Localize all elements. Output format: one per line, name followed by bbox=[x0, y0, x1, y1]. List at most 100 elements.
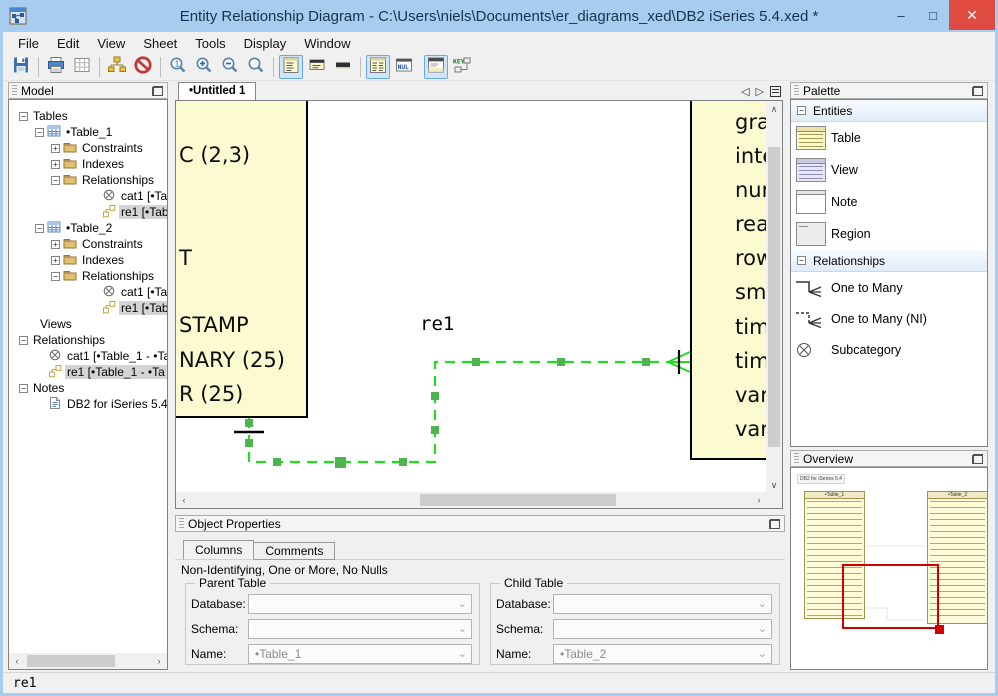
menu-window[interactable]: Window bbox=[304, 35, 351, 51]
tree-item-cat1-table-1-ta[interactable]: cat1 [•Table_1 - •Ta bbox=[9, 348, 167, 364]
parent-database-combo[interactable]: ⌄ bbox=[248, 594, 472, 614]
tab-comments[interactable]: Comments bbox=[254, 542, 336, 560]
float-panel-icon[interactable] bbox=[972, 86, 983, 96]
expand-icon[interactable]: + bbox=[51, 159, 60, 169]
tree-item-relationships[interactable]: − Relationships bbox=[9, 268, 167, 284]
child-schema-combo[interactable]: ⌄ bbox=[553, 619, 772, 639]
collapse-icon[interactable]: − bbox=[51, 175, 60, 185]
minimap-viewport-handle[interactable] bbox=[935, 625, 944, 634]
menu-display[interactable]: Display bbox=[243, 35, 287, 51]
view-full-button[interactable] bbox=[279, 55, 303, 79]
collapse-icon[interactable]: − bbox=[35, 127, 44, 137]
menu-file[interactable]: File bbox=[18, 35, 39, 51]
expand-icon[interactable]: + bbox=[51, 239, 60, 249]
palette-item-view[interactable]: View bbox=[791, 154, 987, 186]
child-name-combo[interactable]: •Table_2 ⌄ bbox=[553, 644, 772, 664]
tree-item-views[interactable]: Views bbox=[9, 316, 167, 332]
tree-item-re1-table-1-ta[interactable]: re1 [•Table_1 - •Ta bbox=[9, 364, 167, 380]
scroll-up-icon[interactable]: ∧ bbox=[770, 104, 778, 114]
zoom-button[interactable] bbox=[244, 55, 268, 79]
zoom-in-button[interactable] bbox=[192, 55, 216, 79]
panel-grip[interactable] bbox=[179, 518, 184, 529]
panel-grip[interactable] bbox=[12, 85, 17, 96]
menu-tools[interactable]: Tools bbox=[195, 35, 226, 51]
tab-list-icon[interactable] bbox=[770, 86, 781, 97]
tree-item-re1-table[interactable]: re1 [•Table bbox=[9, 300, 167, 316]
tree-hscroll-thumb[interactable] bbox=[27, 655, 115, 667]
scroll-left-icon[interactable]: ‹ bbox=[15, 656, 19, 666]
scroll-down-icon[interactable]: ∨ bbox=[770, 480, 778, 490]
collapse-icon[interactable]: − bbox=[19, 383, 28, 393]
scroll-right-icon[interactable]: › bbox=[757, 495, 761, 505]
tree-item-indexes[interactable]: + Indexes bbox=[9, 252, 167, 268]
palette-item-subcategory[interactable]: Subcategory bbox=[791, 334, 987, 365]
view-compact-button[interactable] bbox=[331, 55, 355, 79]
tab-columns[interactable]: Columns bbox=[183, 540, 255, 560]
tree-item-re1-table[interactable]: re1 [•Table bbox=[9, 204, 167, 220]
view-keys-button[interactable] bbox=[305, 55, 329, 79]
collapse-icon[interactable]: − bbox=[51, 271, 60, 281]
maximize-button[interactable]: □ bbox=[917, 0, 949, 30]
palette-item-region[interactable]: Region bbox=[791, 218, 987, 250]
tab-forward-icon[interactable]: ▷ bbox=[755, 86, 764, 98]
expand-icon[interactable]: + bbox=[51, 143, 60, 153]
menu-view[interactable]: View bbox=[97, 35, 126, 51]
palette-item-one-to-many[interactable]: One to Many bbox=[791, 272, 987, 303]
tree-item-db2-for-iseries-5-4[interactable]: DB2 for iSeries 5.4 bbox=[9, 396, 167, 412]
menu-sheet[interactable]: Sheet bbox=[143, 35, 178, 51]
palette-item-note[interactable]: Note bbox=[791, 186, 987, 218]
minimize-button[interactable]: – bbox=[885, 0, 917, 30]
er-table-1[interactable] bbox=[176, 101, 308, 418]
tab-untitled-1[interactable]: •Untitled 1 bbox=[178, 82, 257, 100]
tree-item-indexes[interactable]: + Indexes bbox=[9, 156, 167, 172]
print-button[interactable] bbox=[44, 55, 68, 79]
palette-item-one-to-many-ni-[interactable]: One to Many (NI) bbox=[791, 303, 987, 334]
palette-item-table[interactable]: Table bbox=[791, 122, 987, 154]
overview-minimap[interactable]: DB2 for iSeries 5.4 •Table_1 •Table_2 bbox=[790, 467, 988, 670]
panel-grip[interactable] bbox=[794, 453, 799, 464]
panel-grip[interactable] bbox=[794, 85, 799, 96]
show-null-button[interactable]: NUL bbox=[392, 55, 416, 79]
canvas-hscrollbar[interactable]: ‹ › bbox=[176, 492, 767, 508]
tree-item-constraints[interactable]: + Constraints bbox=[9, 140, 167, 156]
parent-schema-combo[interactable]: ⌄ bbox=[248, 619, 472, 639]
collapse-icon[interactable]: − bbox=[797, 106, 806, 115]
scroll-left-icon[interactable]: ‹ bbox=[182, 495, 186, 505]
tree-hscrollbar[interactable]: ‹ › bbox=[9, 653, 167, 669]
diagram-canvas[interactable]: C (2,3) T STAMP NARY (25) R (25) gra inte nur re… bbox=[175, 100, 783, 509]
collapse-icon[interactable]: − bbox=[19, 335, 28, 345]
canvas-vscrollbar[interactable]: ∧ ∨ bbox=[766, 101, 782, 493]
auto-layout-button[interactable] bbox=[105, 55, 129, 79]
float-panel-icon[interactable] bbox=[152, 86, 163, 96]
collapse-icon[interactable]: − bbox=[35, 223, 44, 233]
save-button[interactable] bbox=[9, 55, 33, 79]
tree-item--table-2[interactable]: − •Table_2 bbox=[9, 220, 167, 236]
tree-item--table-1[interactable]: − •Table_1 bbox=[9, 124, 167, 140]
close-button[interactable]: ✕ bbox=[949, 0, 995, 30]
float-panel-icon[interactable] bbox=[972, 454, 983, 464]
child-database-combo[interactable]: ⌄ bbox=[553, 594, 772, 614]
tree-item-cat1-table[interactable]: cat1 [•Table bbox=[9, 188, 167, 204]
minimap-viewport[interactable] bbox=[842, 564, 939, 629]
tree-item-notes[interactable]: − Notes bbox=[9, 380, 167, 396]
collapse-icon[interactable]: − bbox=[19, 111, 28, 121]
tab-back-icon[interactable]: ◁ bbox=[741, 86, 750, 98]
foreign-key-button[interactable]: KEY bbox=[450, 55, 474, 79]
canvas-hscroll-thumb[interactable] bbox=[420, 494, 616, 506]
tree-item-relationships[interactable]: − Relationships bbox=[9, 172, 167, 188]
collapse-icon[interactable]: − bbox=[797, 256, 806, 265]
zoom-out-button[interactable] bbox=[218, 55, 242, 79]
show-window-button[interactable] bbox=[424, 55, 448, 79]
tree-item-cat1-table[interactable]: cat1 [•Table bbox=[9, 284, 167, 300]
tree-item-relationships[interactable]: − Relationships bbox=[9, 332, 167, 348]
grid-button[interactable] bbox=[70, 55, 94, 79]
zoom-actual-button[interactable]: 1 bbox=[166, 55, 190, 79]
relationship-label[interactable]: re1 bbox=[420, 313, 455, 335]
relationship-line[interactable] bbox=[176, 101, 782, 492]
tree-item-constraints[interactable]: + Constraints bbox=[9, 236, 167, 252]
scroll-right-icon[interactable]: › bbox=[157, 656, 161, 666]
forbid-button[interactable] bbox=[131, 55, 155, 79]
expand-icon[interactable]: + bbox=[51, 255, 60, 265]
menu-edit[interactable]: Edit bbox=[56, 35, 80, 51]
canvas-vscroll-thumb[interactable] bbox=[768, 147, 780, 447]
